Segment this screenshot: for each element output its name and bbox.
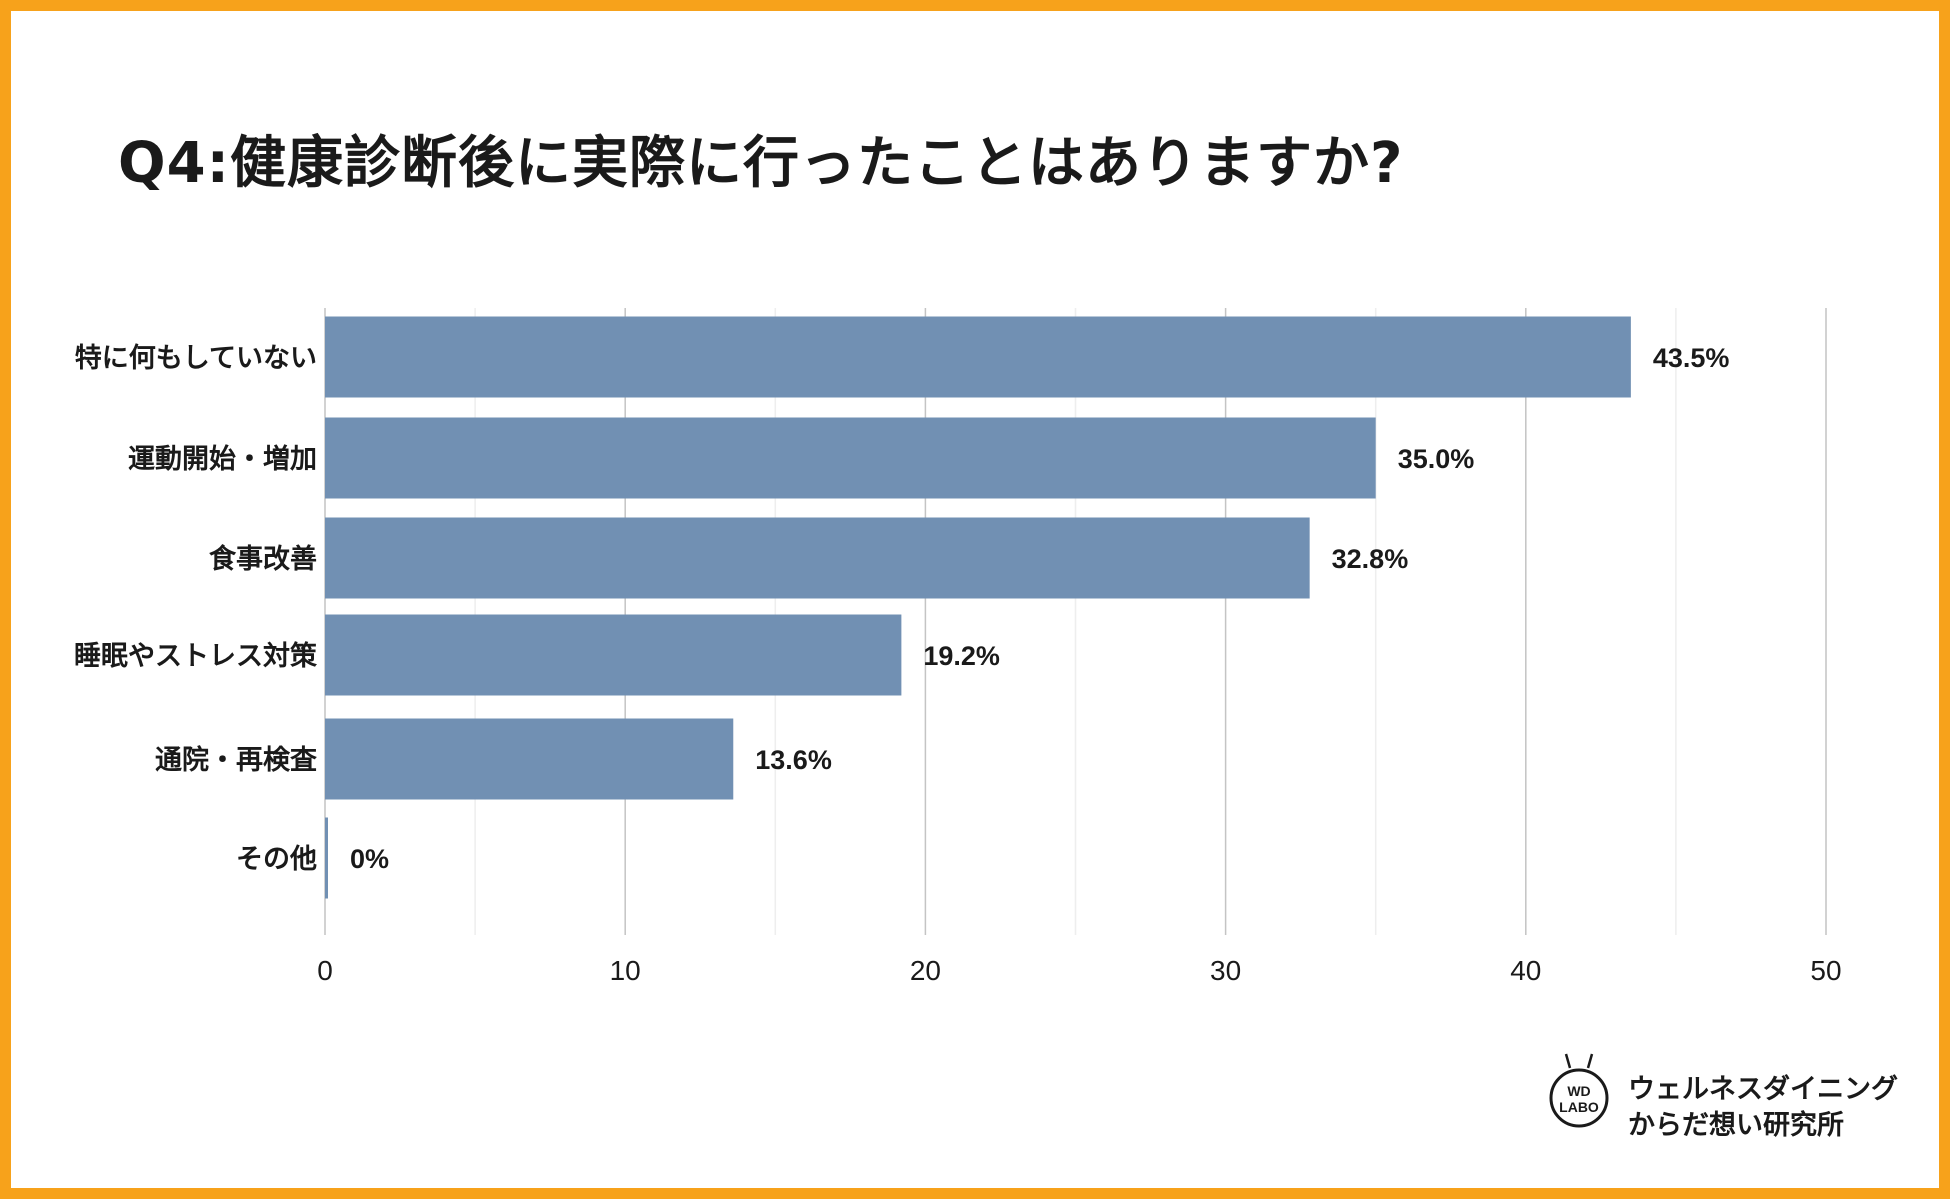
bar <box>325 718 734 800</box>
x-tick-label: 10 <box>610 955 641 986</box>
category-label: 睡眠やストレス対策 <box>74 640 318 672</box>
x-tick-label: 20 <box>910 955 941 986</box>
category-label: 特に何もしていない <box>75 343 317 374</box>
bar <box>325 817 328 899</box>
logo-line1: WD <box>1567 1083 1590 1099</box>
value-label: 43.5% <box>1653 343 1730 373</box>
x-tick-label: 0 <box>317 955 333 986</box>
value-label: 13.6% <box>755 745 832 775</box>
x-tick-label: 30 <box>1210 955 1241 986</box>
brand-line2: からだ想い研究所 <box>1628 1110 1844 1141</box>
x-tick-label: 50 <box>1810 955 1841 986</box>
category-label: 運動開始・増加 <box>128 443 317 475</box>
brand-line1: ウェルネスダイニング <box>1628 1074 1898 1105</box>
wd-labo-logo-icon: WD LABO <box>1549 1053 1609 1128</box>
value-label: 32.8% <box>1332 544 1409 574</box>
value-label: 19.2% <box>923 641 1000 671</box>
value-label: 0% <box>350 844 389 874</box>
value-label: 35.0% <box>1398 444 1475 474</box>
category-label: 食事改善 <box>209 543 317 575</box>
logo-line2: LABO <box>1559 1099 1599 1115</box>
x-tick-label: 40 <box>1510 955 1541 986</box>
bar <box>325 417 1376 499</box>
chart-title: Q4:健康診断後に実際に行ったことはありますか? <box>118 131 1404 196</box>
bar <box>325 316 1631 398</box>
brand-text: ウェルネスダイニング からだ想い研究所 <box>1628 1072 1898 1144</box>
bar <box>325 614 902 696</box>
category-label: 通院・再検査 <box>155 744 317 776</box>
bar <box>325 517 1310 599</box>
category-label: その他 <box>236 844 317 875</box>
